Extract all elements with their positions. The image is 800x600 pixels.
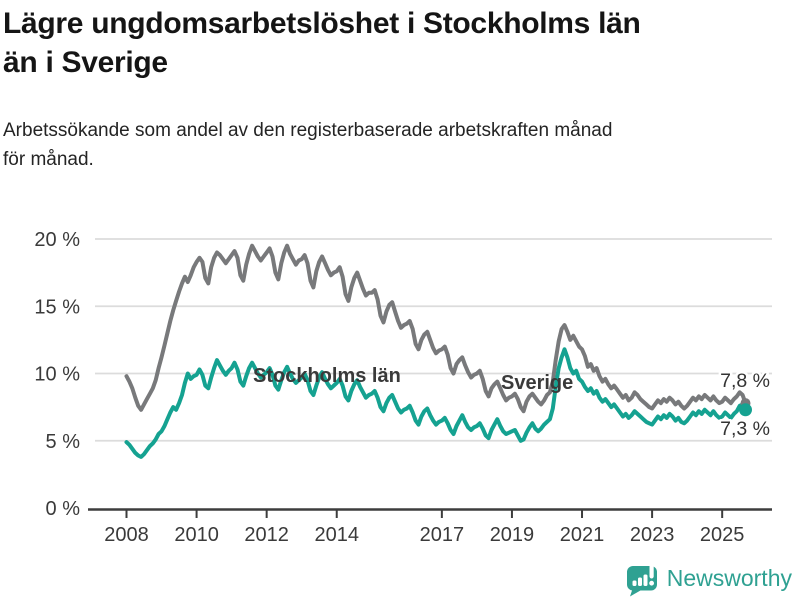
annotations-layer: Stockholms län Sverige 7,8 % 7,3 % (253, 365, 773, 443)
y-tick-label: 15 % (34, 296, 80, 318)
chart-title-line1: Lägre ungdomsarbetslöshet i Stockholms l… (3, 7, 641, 40)
x-tick-label: 2014 (314, 524, 359, 546)
end-dots-layer (739, 398, 752, 417)
x-tick-label: 2023 (630, 524, 675, 546)
chart-subtitle-line1: Arbetssökande som andel av den registerb… (3, 120, 613, 141)
y-tick-label: 5 % (46, 431, 81, 453)
series-layer (124, 243, 748, 459)
axis-layer (88, 508, 772, 518)
chart-subtitle-line2: för månad. (3, 149, 94, 170)
y-tick-label: 20 % (34, 229, 80, 251)
x-tick-label: 2021 (560, 524, 605, 546)
series-end-dot-stockholms-lan (739, 403, 752, 417)
x-tick-label: 2008 (104, 524, 149, 546)
newsworthy-logo-icon (626, 563, 657, 596)
x-tick-label: 2019 (490, 524, 535, 546)
series-line-stockholms-lan (124, 347, 748, 459)
gridlines-layer (95, 238, 772, 442)
end-value-label-sverige: 7,8 % (720, 370, 770, 392)
chart-title: Lägre ungdomsarbetslöshet i Stockholms l… (3, 4, 763, 82)
y-tick-label: 0 % (46, 498, 81, 520)
tick-labels-layer: 0 % 5 % 10 % 15 % 20 % 2008 2010 2012 2014 2017 20… (34, 229, 744, 546)
series-line-sverige (124, 243, 748, 414)
newsworthy-brand: Newsworthy (626, 558, 792, 598)
end-value-label-stockholms-lan: 7,3 % (720, 418, 770, 440)
y-tick-label: 10 % (34, 364, 80, 386)
chart-subtitle: Arbetssökande som andel av den registerb… (3, 116, 793, 174)
series-label-sverige: Sverige (501, 372, 573, 394)
x-tick-label: 2025 (700, 524, 745, 546)
newsworthy-brand-text: Newsworthy (666, 564, 792, 591)
x-tick-label: 2010 (174, 524, 219, 546)
series-label-stockholms-lan: Stockholms län (253, 365, 401, 387)
x-tick-label: 2017 (420, 524, 465, 546)
x-tick-label: 2012 (244, 524, 289, 546)
chart-title-line2: än i Sverige (3, 46, 168, 79)
